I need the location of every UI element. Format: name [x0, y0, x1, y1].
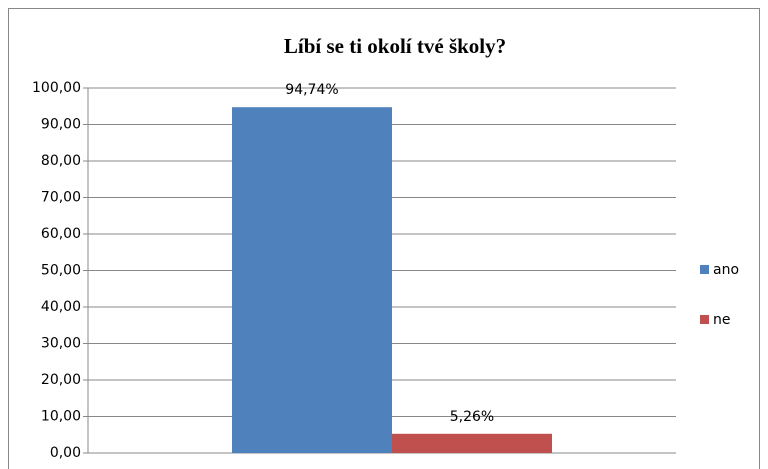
y-tick-label: 60,00: [41, 226, 81, 242]
y-tick-label: 80,00: [41, 153, 81, 169]
y-tick-label: 50,00: [41, 263, 81, 279]
y-tick-label: 10,00: [41, 409, 81, 425]
value-label: 5,26%: [450, 409, 494, 425]
y-tick-label: 30,00: [41, 336, 81, 352]
y-tick-label: 70,00: [41, 190, 81, 206]
bar: [232, 107, 392, 453]
y-tick-label: 100,00: [32, 80, 81, 96]
value-label: 94,74%: [285, 82, 338, 98]
y-tick-label: 0,00: [50, 445, 81, 461]
bar: [392, 433, 552, 453]
legend-swatch: [700, 265, 709, 274]
legend-label: ne: [713, 312, 731, 328]
legend-label: ano: [713, 262, 739, 278]
y-tick-label: 90,00: [41, 117, 81, 133]
legend-swatch: [700, 315, 709, 324]
chart-title: Líbí se ti okolí tvé školy?: [284, 34, 506, 58]
y-tick-label: 20,00: [41, 372, 81, 388]
y-tick-label: 40,00: [41, 299, 81, 315]
